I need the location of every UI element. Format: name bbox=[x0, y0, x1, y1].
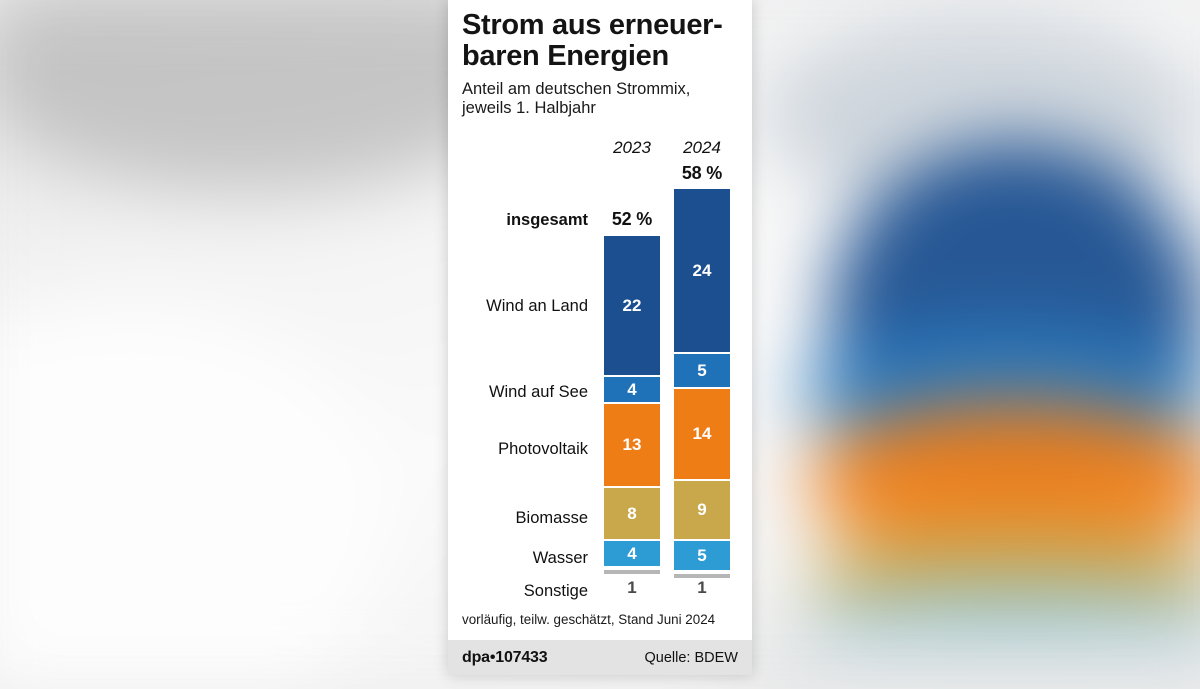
page-title: Strom aus erneuer- baren Energien bbox=[462, 9, 723, 73]
segment-photovoltaik-2023[interactable]: 13 bbox=[603, 403, 661, 487]
source-label: Quelle: BDEW bbox=[644, 649, 738, 666]
segment-biomasse-2023[interactable]: 8 bbox=[603, 487, 661, 540]
row-label-photovoltaik: Photovoltaik bbox=[498, 440, 588, 458]
infographic-card: Strom aus erneuer- baren Energien Anteil… bbox=[448, 0, 752, 675]
total-label-2023: 52 % bbox=[611, 209, 653, 229]
segment-value: 4 bbox=[627, 543, 637, 563]
segment-value: 5 bbox=[697, 360, 707, 380]
row-label-wasser: Wasser bbox=[532, 549, 588, 567]
segment-biomasse-2024[interactable]: 9 bbox=[673, 480, 731, 540]
row-label-wind-an-land: Wind an Land bbox=[486, 297, 588, 315]
segment-value: 14 bbox=[692, 424, 712, 443]
segment-wind-an-land-2024[interactable]: 24 bbox=[673, 188, 731, 353]
row-label-wind-auf-see: Wind auf See bbox=[488, 383, 588, 401]
footnote: vorläufig, teilw. geschätzt, Stand Juni … bbox=[462, 612, 716, 627]
segment-value: 4 bbox=[627, 379, 637, 399]
segment-value: 13 bbox=[622, 435, 642, 454]
segment-sonstige-2024[interactable] bbox=[673, 573, 731, 579]
segment-wasser-2023[interactable]: 4 bbox=[603, 540, 661, 567]
segment-wind-auf-see-2024[interactable]: 5 bbox=[673, 353, 731, 388]
total-label-2024: 58 % bbox=[681, 163, 723, 183]
segment-photovoltaik-2024[interactable]: 14 bbox=[673, 388, 731, 480]
segment-wind-auf-see-2023[interactable]: 4 bbox=[603, 376, 661, 403]
segment-value: 22 bbox=[622, 295, 642, 315]
card-body: Strom aus erneuer- baren Energien Anteil… bbox=[448, 0, 752, 675]
segment-value: 8 bbox=[627, 503, 637, 523]
segment-wind-an-land-2023[interactable]: 22 bbox=[603, 235, 661, 376]
year-header-2024: 2024 bbox=[683, 138, 721, 157]
subtitle: Anteil am deutschen Strommix, jeweils 1.… bbox=[462, 79, 691, 118]
segment-value-sonstige-2023: 1 bbox=[627, 578, 637, 597]
segment-wasser-2024[interactable]: 5 bbox=[673, 540, 731, 571]
segment-sonstige-2023[interactable] bbox=[603, 569, 661, 575]
dpa-credit: dpa•107433 bbox=[462, 648, 548, 666]
row-label-sonstige: Sonstige bbox=[523, 582, 588, 600]
segment-value: 5 bbox=[697, 545, 707, 565]
stacked-bar-chart: insgesamt Wind an Land Wind auf See Phot… bbox=[448, 0, 752, 600]
background-footer-band bbox=[745, 631, 1200, 689]
segment-value-sonstige-2024: 1 bbox=[697, 578, 707, 597]
footer-bar: dpa•107433 Quelle: BDEW bbox=[448, 640, 752, 675]
row-label-biomasse: Biomasse bbox=[515, 509, 588, 527]
segment-value: 24 bbox=[692, 260, 712, 280]
year-header-2023: 2023 bbox=[613, 138, 651, 157]
year-header-row: 2023 2024 bbox=[462, 138, 738, 160]
segment-value: 9 bbox=[697, 500, 707, 519]
row-label-insgesamt: insgesamt bbox=[506, 211, 588, 229]
